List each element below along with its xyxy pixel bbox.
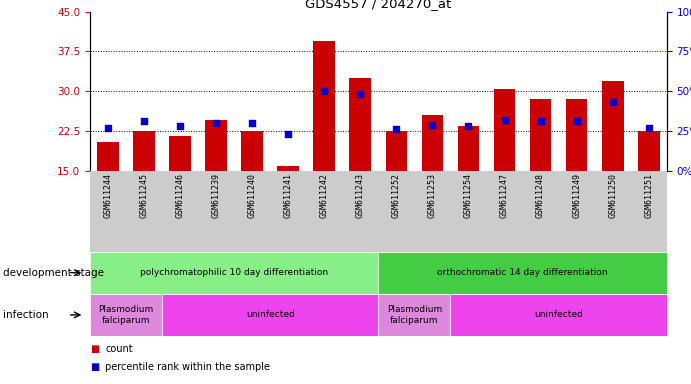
Text: percentile rank within the sample: percentile rank within the sample [105,362,270,372]
Bar [457,126,480,171]
Point [283,131,294,137]
Bar [97,142,119,171]
Text: count: count [105,344,133,354]
Text: GSM611241: GSM611241 [284,173,293,218]
Text: development stage: development stage [3,268,104,278]
Text: uninfected: uninfected [246,310,294,319]
Bar [530,99,551,171]
Text: GSM611253: GSM611253 [428,173,437,218]
Bar [350,78,371,171]
Point [319,88,330,94]
Bar [602,81,623,171]
Bar [422,115,443,171]
Bar [451,294,667,336]
Bar [566,99,587,171]
Text: GSM611245: GSM611245 [140,173,149,218]
Bar [314,41,335,171]
Bar [205,121,227,171]
Text: GSM611248: GSM611248 [536,173,545,218]
Text: infection: infection [3,310,49,320]
Text: GSM611239: GSM611239 [211,173,220,218]
Point [211,120,222,126]
Text: polychromatophilic 10 day differentiation: polychromatophilic 10 day differentiatio… [140,268,328,277]
Bar [169,136,191,171]
Bar [386,131,407,171]
Point [571,118,583,124]
Point [499,117,510,123]
Point [247,120,258,126]
Point [643,125,654,131]
Point [102,125,113,131]
Bar [378,252,667,294]
Point [391,126,402,132]
Text: GSM611246: GSM611246 [176,173,184,218]
Point [138,118,149,124]
Text: GSM611250: GSM611250 [608,173,617,218]
Point [607,99,618,106]
Bar [241,131,263,171]
Point [427,122,438,128]
Text: GSM611242: GSM611242 [320,173,329,218]
Text: ■: ■ [90,362,99,372]
Bar [133,131,155,171]
Point [354,91,366,98]
Text: GSM611244: GSM611244 [104,173,113,218]
Bar [378,294,451,336]
Text: GSM611252: GSM611252 [392,173,401,218]
Text: ■: ■ [90,344,99,354]
Text: GSM611251: GSM611251 [644,173,653,218]
Text: orthochromatic 14 day differentiation: orthochromatic 14 day differentiation [437,268,608,277]
Text: uninfected: uninfected [534,310,583,319]
Title: GDS4557 / 204270_at: GDS4557 / 204270_at [305,0,451,10]
Text: GSM611243: GSM611243 [356,173,365,218]
Bar [90,252,379,294]
Text: GSM611249: GSM611249 [572,173,581,218]
Text: Plasmodium
falciparum: Plasmodium falciparum [98,305,153,324]
Point [535,118,546,124]
Text: GSM611247: GSM611247 [500,173,509,218]
Bar [638,131,660,171]
Bar [277,166,299,171]
Text: GSM611240: GSM611240 [247,173,256,218]
Bar [493,89,515,171]
Point [174,123,185,129]
Bar [162,294,379,336]
Bar [90,294,162,336]
Text: GSM611254: GSM611254 [464,173,473,218]
Text: Plasmodium
falciparum: Plasmodium falciparum [387,305,442,324]
Point [463,123,474,129]
